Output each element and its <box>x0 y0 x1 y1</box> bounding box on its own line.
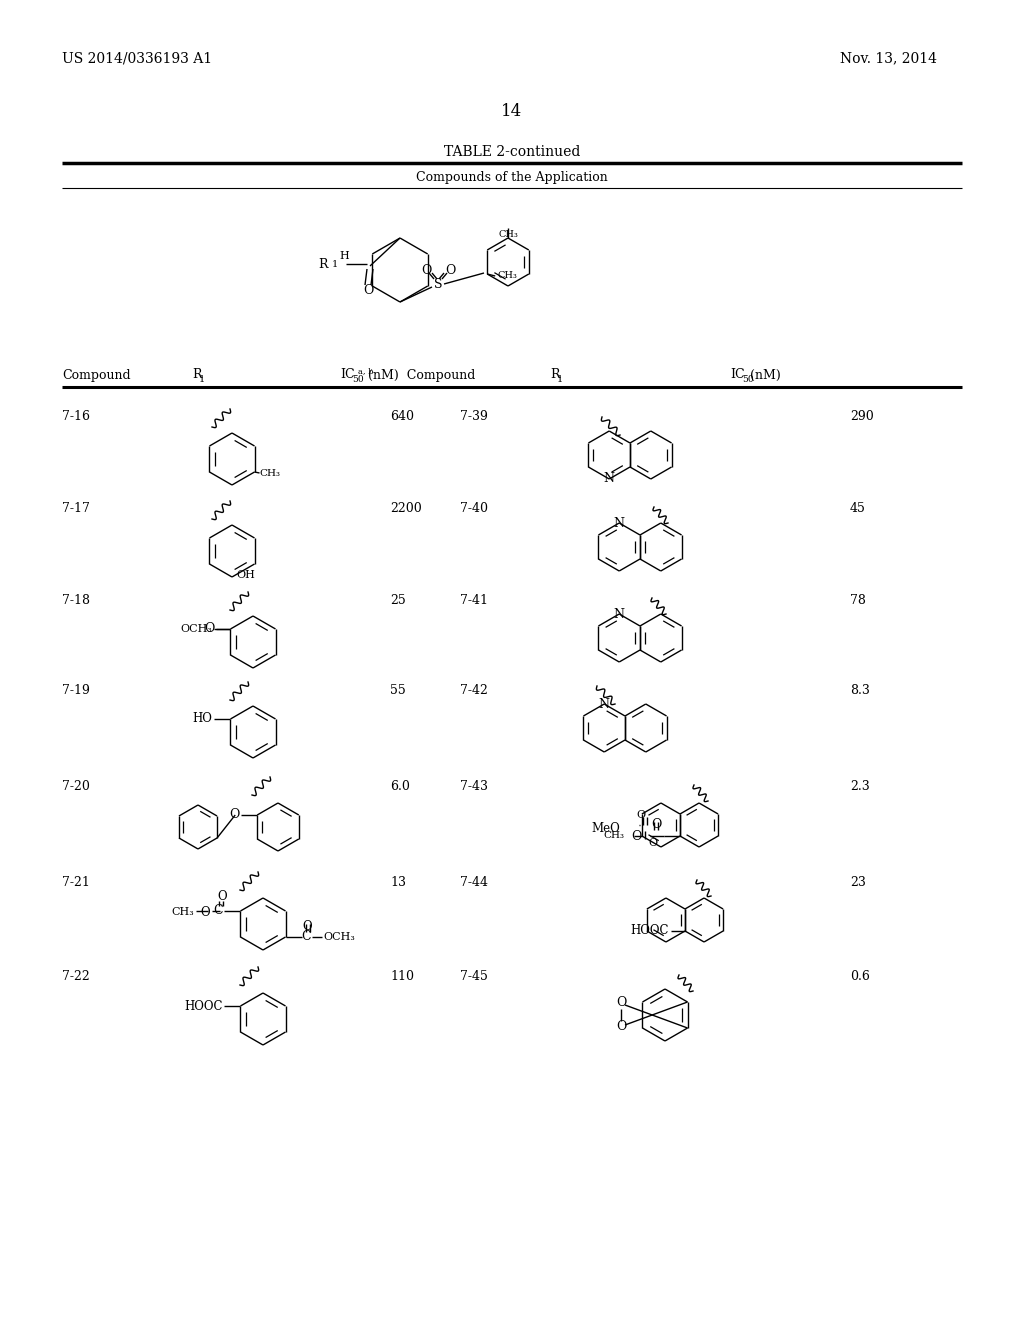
Text: 25: 25 <box>390 594 406 606</box>
Text: CH₃: CH₃ <box>498 272 517 281</box>
Text: CH₃: CH₃ <box>259 470 281 479</box>
Text: O: O <box>204 623 214 635</box>
Text: 55: 55 <box>390 684 406 697</box>
Text: Compound: Compound <box>62 368 131 381</box>
Text: 7-39: 7-39 <box>460 411 487 424</box>
Text: H: H <box>339 251 349 261</box>
Text: a, b: a, b <box>358 367 374 375</box>
Text: 50: 50 <box>742 375 754 384</box>
Text: 45: 45 <box>850 503 866 516</box>
Text: MeO: MeO <box>591 822 620 836</box>
Text: 8.3: 8.3 <box>850 684 869 697</box>
Text: 110: 110 <box>390 970 414 983</box>
Text: O: O <box>636 810 645 820</box>
Text: 7-22: 7-22 <box>62 970 90 983</box>
Text: CH₃: CH₃ <box>498 230 518 239</box>
Text: IC: IC <box>730 368 744 381</box>
Text: O: O <box>648 838 657 847</box>
Text: (nM): (nM) <box>750 368 780 381</box>
Text: 7-21: 7-21 <box>62 875 90 888</box>
Text: O: O <box>303 920 312 933</box>
Text: O: O <box>444 264 456 276</box>
Text: 23: 23 <box>850 875 866 888</box>
Text: 1: 1 <box>557 375 563 384</box>
Text: 1: 1 <box>199 375 205 384</box>
Text: O: O <box>615 997 627 1010</box>
Text: 7-41: 7-41 <box>460 594 488 606</box>
Text: O: O <box>218 891 227 903</box>
Text: C: C <box>301 931 311 944</box>
Text: N: N <box>599 698 609 711</box>
Text: O: O <box>421 264 431 276</box>
Text: O: O <box>362 285 373 297</box>
Text: 2.3: 2.3 <box>850 780 869 793</box>
Text: (nM)  Compound: (nM) Compound <box>368 368 475 381</box>
Text: 290: 290 <box>850 411 873 424</box>
Text: CH₃: CH₃ <box>603 832 624 841</box>
Text: 7-18: 7-18 <box>62 594 90 606</box>
Text: US 2014/0336193 A1: US 2014/0336193 A1 <box>62 51 212 65</box>
Text: HOOC: HOOC <box>631 924 669 937</box>
Text: R: R <box>550 368 559 381</box>
Text: O: O <box>228 808 240 821</box>
Text: 14: 14 <box>502 103 522 120</box>
Text: 7-43: 7-43 <box>460 780 488 793</box>
Text: 7-17: 7-17 <box>62 503 90 516</box>
Text: N: N <box>613 517 625 531</box>
Text: S: S <box>434 277 442 290</box>
Text: R: R <box>193 368 202 381</box>
Text: 1: 1 <box>332 260 338 269</box>
Text: C: C <box>213 904 222 917</box>
Text: O: O <box>651 818 662 832</box>
Text: O: O <box>615 1020 627 1034</box>
Text: N: N <box>604 473 614 484</box>
Text: 2200: 2200 <box>390 503 422 516</box>
Text: 7-19: 7-19 <box>62 684 90 697</box>
Text: 7-40: 7-40 <box>460 503 488 516</box>
Text: OCH₃: OCH₃ <box>180 624 213 634</box>
Text: IC: IC <box>340 368 354 381</box>
Text: N: N <box>613 609 625 620</box>
Text: 7-20: 7-20 <box>62 780 90 793</box>
Text: 640: 640 <box>390 411 414 424</box>
Text: R: R <box>318 257 328 271</box>
Text: 6.0: 6.0 <box>390 780 410 793</box>
Text: 78: 78 <box>850 594 866 606</box>
Text: 7-44: 7-44 <box>460 875 488 888</box>
Text: HO: HO <box>193 713 213 726</box>
Text: O: O <box>201 906 211 919</box>
Text: OH: OH <box>236 570 255 579</box>
Text: HOOC: HOOC <box>184 999 222 1012</box>
Text: 7-16: 7-16 <box>62 411 90 424</box>
Text: 0.6: 0.6 <box>850 970 869 983</box>
Text: 13: 13 <box>390 875 406 888</box>
Text: Nov. 13, 2014: Nov. 13, 2014 <box>840 51 937 65</box>
Text: TABLE 2-continued: TABLE 2-continued <box>443 145 581 158</box>
Text: OCH₃: OCH₃ <box>324 932 355 942</box>
Text: O: O <box>632 829 642 842</box>
Text: 7-42: 7-42 <box>460 684 487 697</box>
Text: Compounds of the Application: Compounds of the Application <box>416 170 608 183</box>
Text: 7-45: 7-45 <box>460 970 487 983</box>
Text: CH₃: CH₃ <box>172 907 195 917</box>
Text: 50: 50 <box>352 375 364 384</box>
